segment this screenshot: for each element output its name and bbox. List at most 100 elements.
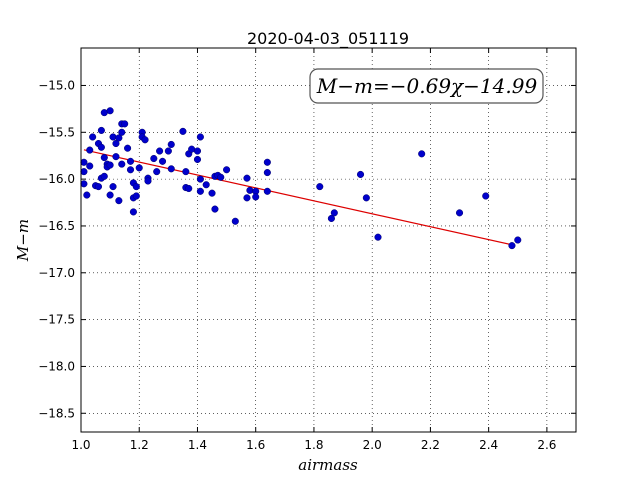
data-point xyxy=(115,197,123,205)
data-point xyxy=(115,134,123,142)
data-point xyxy=(112,153,120,161)
chart-title: 2020-04-03_051119 xyxy=(247,29,409,49)
data-point xyxy=(231,217,239,225)
data-point xyxy=(97,126,105,134)
data-point xyxy=(158,157,167,165)
data-point xyxy=(132,192,140,200)
data-point xyxy=(124,144,132,152)
x-tick-label: 2.6 xyxy=(537,438,556,452)
data-point xyxy=(482,192,490,200)
data-point xyxy=(217,173,225,181)
data-point xyxy=(118,160,126,168)
data-point xyxy=(193,155,202,164)
y-tick-label: −17.5 xyxy=(38,313,75,327)
data-point xyxy=(94,183,103,191)
data-point xyxy=(167,140,175,149)
data-point xyxy=(144,177,152,185)
y-axis-label: M−m xyxy=(14,219,32,262)
data-point xyxy=(374,233,382,241)
data-point xyxy=(182,168,190,176)
data-point xyxy=(202,181,210,189)
data-point xyxy=(118,128,126,136)
data-point xyxy=(211,205,219,213)
data-point xyxy=(455,209,464,217)
data-point xyxy=(106,161,114,169)
data-point xyxy=(86,162,94,170)
data-point xyxy=(316,183,324,191)
x-tick-label: 2.0 xyxy=(363,438,382,452)
data-point xyxy=(208,189,216,197)
data-point xyxy=(418,150,426,158)
data-point xyxy=(327,214,335,223)
data-point xyxy=(89,133,97,141)
data-point xyxy=(153,168,161,176)
x-tick-label: 1.2 xyxy=(130,438,149,452)
x-tick-label: 2.2 xyxy=(421,438,440,452)
data-point xyxy=(243,194,251,202)
data-point xyxy=(135,164,143,172)
data-point xyxy=(330,209,338,217)
data-point xyxy=(514,236,522,244)
x-tick-label: 1.6 xyxy=(246,438,265,452)
y-axis: −15.0 −15.5 −16.0 −16.5 −17.0 −17.5 −18.0 −18.5 xyxy=(38,78,576,420)
data-point xyxy=(129,208,137,216)
x-axis-label: airmass xyxy=(298,456,358,474)
plot-frame xyxy=(80,47,577,433)
data-point xyxy=(156,147,164,155)
data-point xyxy=(126,166,135,174)
data-point xyxy=(121,120,129,128)
data-point xyxy=(106,107,114,115)
fit-annotation: M−m=−0.69χ−14.99 xyxy=(309,68,544,104)
data-point xyxy=(193,147,202,155)
data-point xyxy=(223,166,231,174)
data-point xyxy=(508,242,516,250)
annotation-text: M−m=−0.69χ−14.99 xyxy=(316,74,538,98)
data-point xyxy=(80,168,88,176)
data-point xyxy=(126,157,135,165)
data-point xyxy=(362,194,370,202)
fit-line xyxy=(83,149,513,246)
x-tick-label: 1.8 xyxy=(304,438,323,452)
data-point xyxy=(86,146,94,154)
x-tick-label: 1.0 xyxy=(71,438,90,452)
data-point xyxy=(167,165,175,173)
data-point xyxy=(243,174,251,182)
data-point xyxy=(263,158,271,166)
data-point xyxy=(196,187,204,195)
y-tick-label: −17.0 xyxy=(38,266,75,280)
y-tick-label: −15.0 xyxy=(38,78,75,92)
data-point xyxy=(356,170,365,178)
data-point xyxy=(196,133,204,141)
data-point xyxy=(80,158,88,166)
data-point xyxy=(100,154,108,162)
fit-line-layer xyxy=(83,149,513,246)
y-tick-label: −15.5 xyxy=(38,125,75,139)
grid xyxy=(80,48,576,432)
data-point xyxy=(196,175,204,183)
annotation-box xyxy=(309,68,544,104)
data-point xyxy=(132,183,140,191)
data-point xyxy=(185,184,193,193)
y-tick-label: −16.5 xyxy=(38,219,75,233)
points-layer xyxy=(80,107,522,250)
data-point xyxy=(112,139,120,148)
data-point xyxy=(109,133,117,141)
data-point xyxy=(106,191,114,199)
x-tick-label: 1.4 xyxy=(188,438,207,452)
data-point xyxy=(252,193,260,201)
y-tick-label: −16.0 xyxy=(38,172,75,186)
y-tick-label: −18.0 xyxy=(38,359,75,373)
data-point xyxy=(97,143,105,151)
data-point xyxy=(109,183,117,191)
data-point xyxy=(179,127,187,135)
x-axis: 1.0 1.2 1.4 1.6 1.8 2.0 2.2 2.4 2.6 xyxy=(71,48,556,452)
data-point xyxy=(246,186,254,194)
data-point xyxy=(83,191,91,199)
y-tick-label: −18.5 xyxy=(38,406,75,420)
data-point xyxy=(141,136,149,144)
data-point xyxy=(263,169,271,177)
data-point xyxy=(164,147,172,155)
x-tick-label: 2.4 xyxy=(479,438,498,452)
data-point xyxy=(100,172,108,180)
